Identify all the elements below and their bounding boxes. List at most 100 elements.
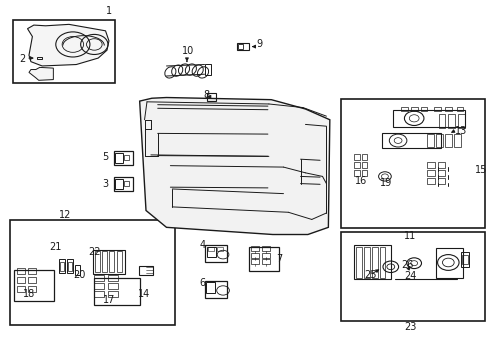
Bar [426, 170, 434, 176]
Bar [59, 259, 64, 273]
Polygon shape [27, 24, 109, 66]
Bar [262, 253, 269, 258]
Text: 24: 24 [403, 271, 416, 281]
Bar [381, 134, 440, 148]
Bar [355, 247, 361, 278]
Bar [353, 162, 359, 168]
Bar [353, 245, 390, 279]
Text: 3: 3 [102, 179, 108, 189]
Bar [205, 246, 227, 262]
Bar [457, 114, 464, 128]
Bar [433, 107, 440, 111]
Bar [438, 114, 445, 128]
Bar [340, 231, 484, 320]
Bar [262, 246, 269, 251]
Bar [123, 181, 129, 186]
Text: 14: 14 [138, 289, 150, 299]
Text: 22: 22 [88, 247, 101, 257]
Bar [75, 265, 80, 275]
Bar [251, 246, 259, 251]
Bar [139, 266, 153, 275]
Text: 5: 5 [102, 152, 108, 162]
Bar [108, 283, 118, 289]
Text: 4: 4 [199, 240, 205, 250]
Bar [461, 255, 467, 264]
Bar [460, 252, 468, 267]
Bar [262, 259, 269, 264]
Bar [10, 220, 174, 325]
Bar [93, 249, 124, 274]
Bar [392, 110, 464, 127]
Bar [28, 286, 36, 292]
Bar [435, 248, 462, 278]
Text: 16: 16 [355, 176, 367, 186]
Bar [94, 283, 104, 289]
Text: 7: 7 [276, 254, 282, 264]
Text: 26: 26 [401, 260, 413, 270]
Bar [109, 251, 114, 272]
Text: 13: 13 [454, 126, 467, 135]
Bar [410, 107, 417, 111]
Bar [94, 275, 104, 281]
Bar [17, 277, 25, 283]
Bar [37, 57, 42, 59]
Bar [28, 277, 36, 283]
Bar [444, 134, 451, 147]
Bar [108, 291, 118, 297]
Bar [17, 286, 25, 292]
Bar [426, 162, 434, 168]
Text: 9: 9 [256, 40, 262, 49]
Bar [353, 170, 359, 176]
Bar [400, 107, 407, 111]
Bar [251, 253, 259, 258]
Bar [361, 162, 366, 168]
Text: 11: 11 [404, 231, 416, 241]
Bar [249, 247, 278, 271]
Bar [95, 251, 100, 272]
Bar [205, 281, 227, 298]
Text: 2: 2 [19, 54, 25, 64]
Bar [426, 178, 434, 184]
Bar [237, 43, 248, 50]
Text: 15: 15 [474, 165, 487, 175]
Text: 18: 18 [23, 289, 35, 299]
Bar [447, 114, 454, 128]
Bar [237, 44, 242, 49]
Text: 10: 10 [182, 46, 194, 56]
Bar [28, 268, 36, 274]
Bar [123, 155, 129, 160]
Bar [379, 247, 385, 278]
Polygon shape [29, 67, 53, 80]
Bar [108, 275, 118, 281]
Bar [437, 170, 445, 176]
Text: 21: 21 [49, 242, 61, 252]
Bar [114, 151, 133, 165]
Text: 6: 6 [199, 278, 205, 288]
Bar [204, 64, 211, 75]
Text: 12: 12 [59, 210, 71, 220]
Bar [353, 154, 359, 160]
Bar [68, 262, 72, 271]
Text: 25: 25 [363, 270, 376, 280]
Bar [453, 134, 460, 147]
Bar [206, 247, 215, 257]
Polygon shape [140, 98, 329, 234]
Bar [420, 107, 427, 111]
Bar [114, 177, 133, 191]
Bar [444, 107, 451, 111]
Bar [115, 179, 122, 189]
Bar [208, 247, 214, 251]
Bar [251, 259, 259, 264]
Text: 8: 8 [203, 90, 209, 100]
Text: 23: 23 [403, 321, 416, 332]
Bar [437, 178, 445, 184]
Text: 20: 20 [73, 270, 86, 280]
Bar [13, 20, 115, 83]
Bar [427, 134, 433, 147]
Bar [340, 99, 484, 228]
Bar [371, 247, 377, 278]
Bar [67, 259, 73, 273]
Text: 17: 17 [102, 295, 115, 305]
Bar [117, 251, 122, 272]
Bar [206, 93, 215, 101]
